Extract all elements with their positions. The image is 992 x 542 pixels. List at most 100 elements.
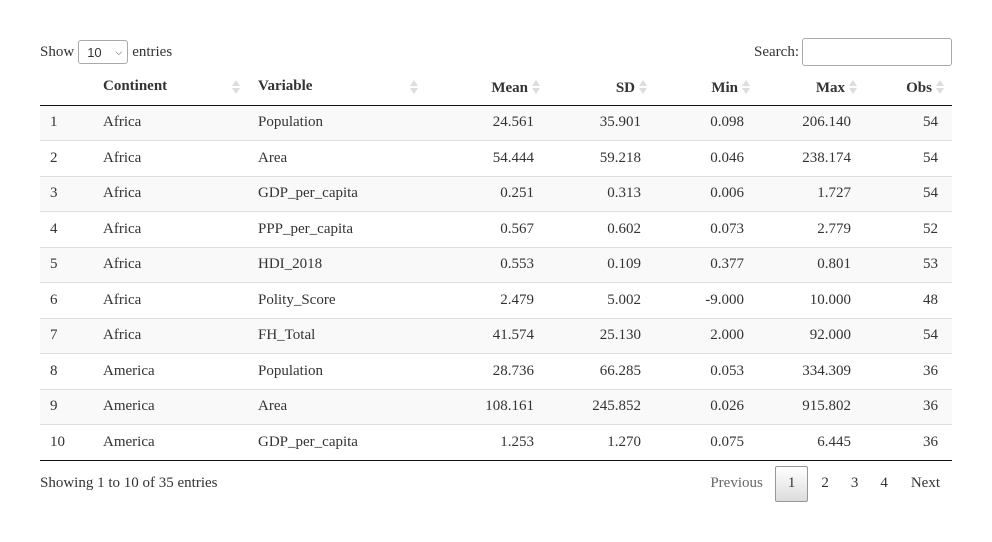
sort-icon bbox=[849, 79, 857, 95]
cell-max: 6.445 bbox=[758, 424, 865, 461]
cell-index: 4 bbox=[40, 211, 93, 247]
page-button-3[interactable]: 3 bbox=[850, 475, 859, 491]
column-label: Mean bbox=[491, 79, 528, 96]
cell-continent: Africa bbox=[93, 140, 248, 176]
cell-sd: 25.130 bbox=[548, 317, 655, 354]
cell-variable: Area bbox=[248, 388, 426, 425]
cell-continent: Africa bbox=[93, 211, 248, 247]
column-header-obs[interactable]: Obs bbox=[865, 68, 952, 106]
cell-max: 238.174 bbox=[758, 140, 865, 176]
cell-mean: 24.561 bbox=[426, 105, 548, 141]
cell-sd: 245.852 bbox=[548, 388, 655, 425]
sort-icon bbox=[232, 79, 240, 95]
table-row: 9 America Area 108.161 245.852 0.026 915… bbox=[40, 388, 952, 425]
cell-obs: 36 bbox=[865, 353, 952, 389]
page-button-4[interactable]: 4 bbox=[880, 475, 888, 491]
table-row: 6 Africa Polity_Score 2.479 5.002 -9.000… bbox=[40, 282, 952, 318]
column-header-min[interactable]: Min bbox=[655, 68, 758, 106]
cell-max: 2.779 bbox=[758, 211, 865, 247]
cell-max: 10.000 bbox=[758, 282, 865, 318]
table-controls: Show 10 ⌵ entries Search: bbox=[40, 38, 952, 68]
sort-icon bbox=[936, 79, 944, 95]
column-header-sd[interactable]: SD bbox=[548, 68, 655, 106]
cell-mean: 0.251 bbox=[426, 175, 548, 212]
column-header-variable[interactable]: Variable bbox=[248, 68, 426, 106]
sort-icon bbox=[410, 79, 418, 95]
table-row: 8 America Population 28.736 66.285 0.053… bbox=[40, 353, 952, 389]
cell-mean: 2.479 bbox=[426, 282, 548, 318]
column-label: Obs bbox=[906, 79, 932, 96]
page-button-2[interactable]: 2 bbox=[821, 475, 829, 491]
cell-obs: 54 bbox=[865, 140, 952, 176]
cell-continent: Africa bbox=[93, 282, 248, 318]
cell-min: 0.075 bbox=[655, 424, 758, 461]
cell-mean: 0.567 bbox=[426, 211, 548, 247]
cell-max: 334.309 bbox=[758, 353, 865, 389]
cell-index: 2 bbox=[40, 140, 93, 176]
column-header-max[interactable]: Max bbox=[758, 68, 865, 106]
cell-max: 92.000 bbox=[758, 317, 865, 354]
cell-sd: 0.109 bbox=[548, 246, 655, 283]
previous-page-button[interactable]: Previous bbox=[710, 475, 763, 491]
cell-variable: Population bbox=[248, 353, 426, 389]
sort-icon bbox=[742, 79, 750, 95]
pagination: Previous 1 2 3 4 Next bbox=[698, 465, 952, 502]
cell-max: 206.140 bbox=[758, 105, 865, 141]
cell-variable: GDP_per_capita bbox=[248, 424, 426, 461]
cell-index: 3 bbox=[40, 175, 93, 212]
column-header-continent[interactable]: Continent bbox=[93, 68, 248, 106]
cell-mean: 0.553 bbox=[426, 246, 548, 283]
entries-per-page-select[interactable]: 10 ⌵ bbox=[78, 40, 129, 64]
cell-continent: Africa bbox=[93, 246, 248, 283]
table-row: 1 Africa Population 24.561 35.901 0.098 … bbox=[40, 105, 952, 141]
cell-continent: America bbox=[93, 388, 248, 425]
cell-obs: 48 bbox=[865, 282, 952, 318]
datatable-wrapper: Show 10 ⌵ entries Search: Continen bbox=[40, 38, 952, 505]
cell-min: 2.000 bbox=[655, 317, 758, 354]
column-header-index bbox=[40, 68, 93, 106]
cell-mean: 108.161 bbox=[426, 388, 548, 425]
page-button-1[interactable]: 1 bbox=[774, 465, 809, 502]
cell-mean: 28.736 bbox=[426, 353, 548, 389]
cell-obs: 52 bbox=[865, 211, 952, 247]
cell-variable: Polity_Score bbox=[248, 282, 426, 318]
table-row: 4 Africa PPP_per_capita 0.567 0.602 0.07… bbox=[40, 211, 952, 247]
cell-continent: America bbox=[93, 353, 248, 389]
table-row: 5 Africa HDI_2018 0.553 0.109 0.377 0.80… bbox=[40, 246, 952, 283]
cell-min: 0.073 bbox=[655, 211, 758, 247]
cell-obs: 36 bbox=[865, 424, 952, 461]
cell-variable: PPP_per_capita bbox=[248, 211, 426, 247]
cell-mean: 41.574 bbox=[426, 317, 548, 354]
cell-continent: Africa bbox=[93, 105, 248, 141]
cell-max: 915.802 bbox=[758, 388, 865, 425]
cell-index: 5 bbox=[40, 246, 93, 283]
cell-continent: Africa bbox=[93, 317, 248, 354]
cell-sd: 0.313 bbox=[548, 175, 655, 212]
length-prefix: Show bbox=[40, 43, 75, 60]
table-footer: Showing 1 to 10 of 35 entries Previous 1… bbox=[40, 465, 952, 505]
cell-max: 1.727 bbox=[758, 175, 865, 212]
search-input[interactable] bbox=[802, 38, 952, 66]
table-header: Continent Variable Mean SD Min Max Obs bbox=[40, 68, 952, 106]
cell-variable: HDI_2018 bbox=[248, 246, 426, 283]
cell-sd: 59.218 bbox=[548, 140, 655, 176]
cell-variable: Population bbox=[248, 105, 426, 141]
cell-continent: America bbox=[93, 424, 248, 461]
table-row: 7 Africa FH_Total 41.574 25.130 2.000 92… bbox=[40, 317, 952, 354]
cell-index: 9 bbox=[40, 388, 93, 425]
column-header-mean[interactable]: Mean bbox=[426, 68, 548, 106]
column-label: Variable bbox=[258, 77, 313, 94]
cell-min: 0.026 bbox=[655, 388, 758, 425]
cell-min: 0.006 bbox=[655, 175, 758, 212]
table-info: Showing 1 to 10 of 35 entries bbox=[40, 474, 218, 491]
cell-obs: 54 bbox=[865, 317, 952, 354]
cell-sd: 5.002 bbox=[548, 282, 655, 318]
column-label: Continent bbox=[103, 77, 168, 94]
data-table: Continent Variable Mean SD Min Max Obs 1… bbox=[40, 68, 952, 461]
cell-mean: 1.253 bbox=[426, 424, 548, 461]
cell-sd: 66.285 bbox=[548, 353, 655, 389]
cell-variable: GDP_per_capita bbox=[248, 175, 426, 212]
cell-min: -9.000 bbox=[655, 282, 758, 318]
next-page-button[interactable]: Next bbox=[910, 475, 940, 491]
cell-min: 0.377 bbox=[655, 246, 758, 283]
